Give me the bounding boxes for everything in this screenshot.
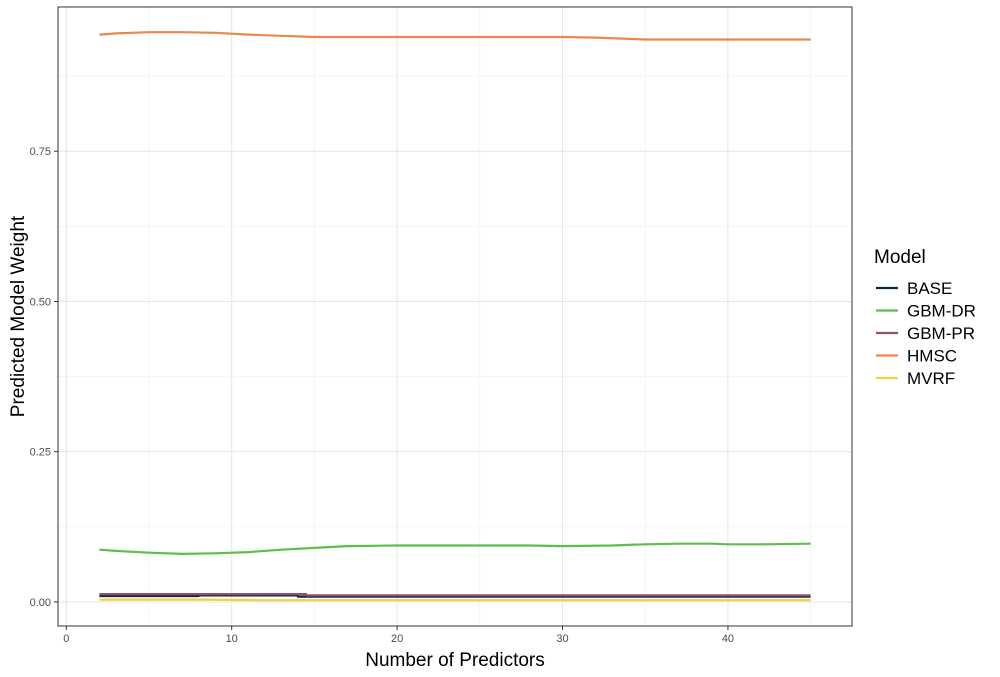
y-tick-label: 0.50	[30, 296, 51, 308]
y-tick-label: 0.75	[30, 146, 51, 158]
series-line-mvrf	[99, 598, 811, 602]
legend-label-gbm-dr: GBM-DR	[907, 302, 976, 321]
x-tick-label: 30	[556, 633, 568, 645]
x-tick-label: 40	[722, 633, 734, 645]
series-line-gbm-pr	[99, 592, 811, 597]
x-axis: 0 10 20 30 40	[63, 626, 734, 645]
y-axis-title: Predicted Model Weight	[8, 215, 29, 417]
y-axis: 0.00 0.25 0.50 0.75	[30, 146, 58, 609]
y-tick-label: 0.25	[30, 447, 51, 459]
series-line-gbm-dr	[99, 542, 811, 556]
legend-label-mvrf: MVRF	[907, 369, 955, 388]
legend: Model BASE GBM-DR GBM-PR HMSC MVRF	[874, 247, 976, 388]
legend-label-gbm-pr: GBM-PR	[907, 324, 975, 343]
series-lines	[99, 31, 811, 602]
major-gridlines	[58, 7, 852, 626]
y-tick-label: 0.00	[30, 597, 51, 609]
x-axis-title: Number of Predictors	[365, 650, 545, 671]
plot-panel-border	[57, 6, 853, 627]
series-line-base	[99, 594, 811, 598]
x-tick-label: 0	[63, 633, 69, 645]
legend-label-base: BASE	[907, 279, 952, 298]
x-tick-label: 20	[391, 633, 403, 645]
x-tick-label: 10	[226, 633, 238, 645]
minor-gridlines	[58, 7, 852, 626]
legend-title: Model	[874, 247, 926, 268]
legend-label-hmsc: HMSC	[907, 347, 957, 366]
series-line-hmsc	[99, 31, 811, 41]
